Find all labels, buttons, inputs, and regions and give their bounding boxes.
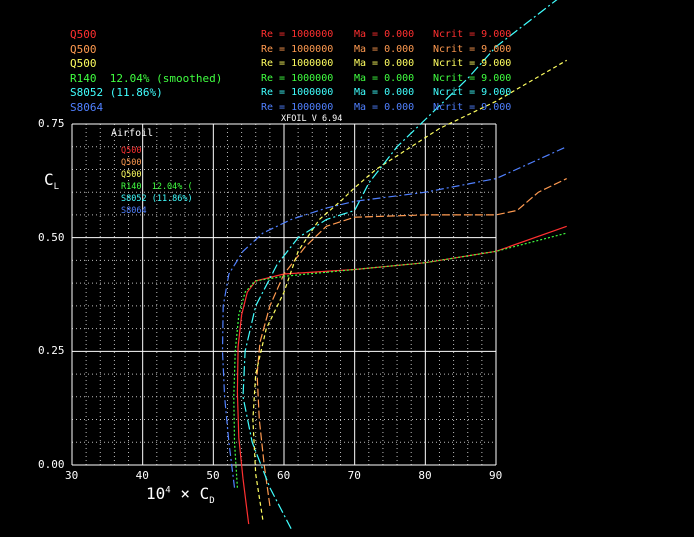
legend-entry: S8064 — [121, 206, 147, 216]
header-ncrit: Ncrit = 9.000 — [433, 58, 512, 69]
header-re: Re = 1000000 — [261, 29, 334, 40]
header-ma: Ma = 0.000 — [354, 29, 415, 40]
x-tick-label: 60 — [277, 469, 291, 482]
header-ma: Ma = 0.000 — [354, 101, 415, 113]
legend-entry: S8052 (11.86%) — [121, 194, 193, 204]
x-tick-label: 50 — [206, 469, 220, 482]
header-airfoil-name: S8064 — [70, 100, 104, 114]
header-ncrit: Ncrit = 9.000 — [433, 72, 512, 84]
x-axis-label: 104 × CD — [146, 484, 215, 507]
header-ma: Ma = 0.000 — [354, 43, 415, 55]
header-ma: Ma = 0.000 — [354, 72, 415, 84]
polar-curve-2 — [256, 178, 567, 506]
polar-curve-4 — [233, 232, 567, 488]
header-re: Re = 1000000 — [261, 72, 334, 84]
header-ncrit: Ncrit = 9.000 — [433, 43, 512, 55]
polar-curve-3 — [252, 59, 568, 520]
header-re: Re = 1000000 — [261, 43, 334, 55]
header-ma: Ma = 0.000 — [354, 87, 415, 98]
legend-box — [105, 125, 197, 237]
header-re: Re = 1000000 — [261, 101, 334, 113]
legend-entry: Q500 — [121, 146, 142, 156]
header-re: Re = 1000000 — [261, 87, 334, 98]
legend-title: Airfoil — [111, 128, 154, 139]
x-tick-label: 70 — [347, 469, 361, 482]
x-tick-label: 40 — [135, 469, 149, 482]
header-ncrit: Ncrit = 9.000 — [433, 101, 512, 113]
header-ma: Ma = 0.000 — [354, 58, 415, 69]
header-ncrit: Ncrit = 9.000 — [433, 87, 512, 98]
x-tick-label: 90 — [489, 469, 503, 482]
major-grid — [71, 123, 497, 466]
legend-entry: R140 12.04% ( — [121, 182, 193, 192]
x-tick-label: 80 — [418, 469, 432, 482]
x-tick-label: 30 — [65, 469, 79, 482]
header-airfoil-name: S8052 (11.86%) — [70, 86, 163, 99]
chart-title: XFOIL V 6.94 — [281, 114, 343, 124]
header-airfoil-name: Q500 — [70, 28, 97, 41]
y-tick-label: 0.75 — [38, 117, 65, 130]
header-re: Re = 1000000 — [261, 58, 334, 69]
y-tick-label: 0.50 — [38, 230, 65, 244]
polar-curve-5 — [242, 0, 558, 529]
polar-curve-6 — [221, 146, 567, 488]
y-axis-label: CL — [44, 170, 60, 193]
y-tick-label: 0.00 — [38, 458, 65, 471]
polar-curves — [221, 0, 568, 529]
header-airfoil-name: Q500 — [70, 57, 97, 70]
header-ncrit: Ncrit = 9.000 — [433, 29, 512, 40]
legend-entry: Q500 — [121, 158, 142, 168]
header-airfoil-name: R140 12.04% (smoothed) — [70, 71, 223, 85]
legend-entry: Q500 — [121, 170, 142, 180]
header-airfoil-name: Q500 — [70, 42, 97, 56]
polar-curve-1 — [236, 225, 567, 525]
y-tick-label: 0.25 — [38, 344, 65, 358]
